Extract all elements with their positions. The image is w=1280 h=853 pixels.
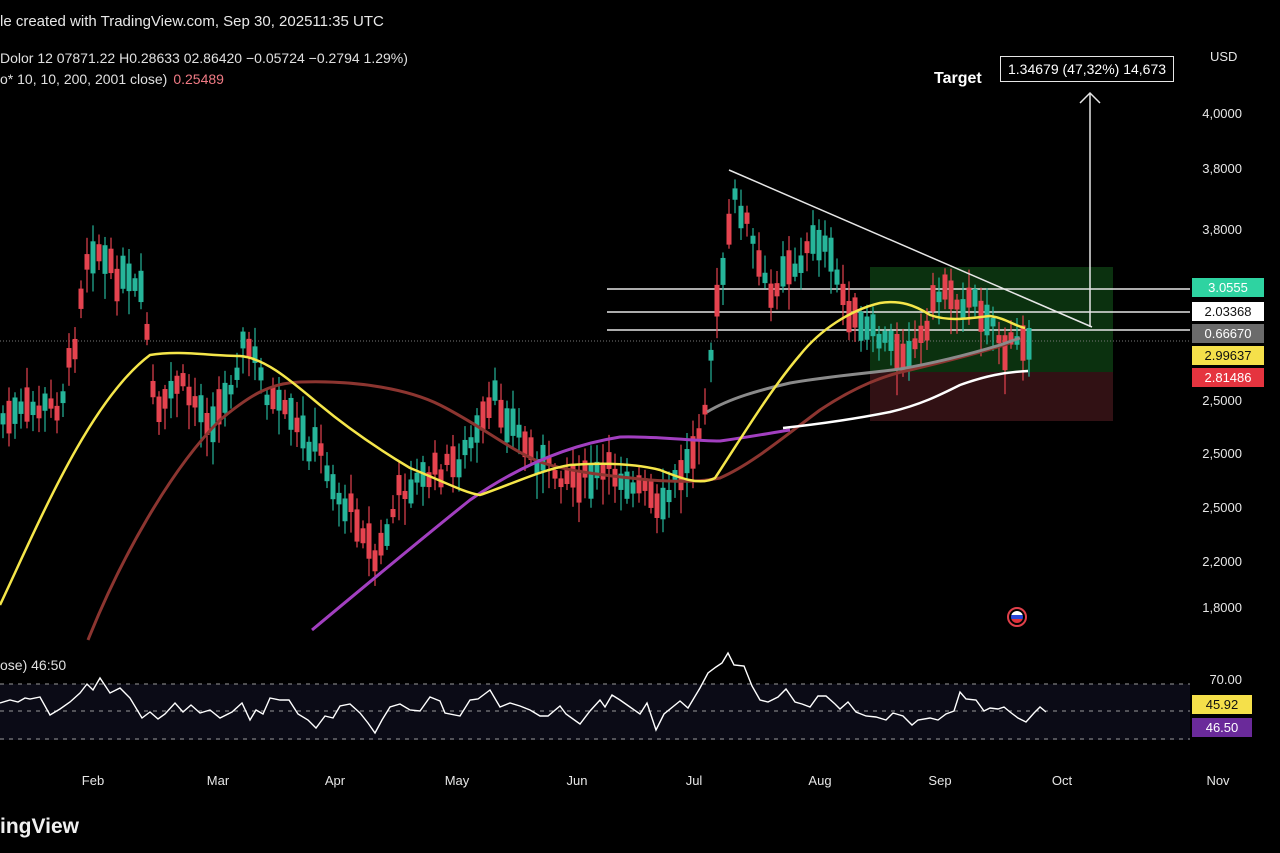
tradingview-logo: ingView — [0, 815, 79, 838]
y-axis-label: 2,5000 — [1202, 500, 1242, 515]
x-axis-label: Feb — [81, 773, 105, 788]
x-axis-label: Aug — [808, 773, 832, 788]
chart-title: le created with TradingView.com, Sep 30,… — [0, 13, 384, 30]
rsi-band — [0, 684, 1190, 740]
x-axis-label: Mar — [206, 773, 230, 788]
price-tag-level-3: 0.66670 — [1192, 324, 1264, 343]
x-axis-label: Nov — [1206, 773, 1230, 788]
price-tag-level-1: 3.0555 — [1192, 278, 1264, 297]
target-arrow-head — [1079, 91, 1101, 104]
y-axis-label: 4,0000 — [1202, 106, 1242, 121]
ohlc-legend: Dolor 12 07871.22 H0.28633 02.86420 −0.0… — [0, 50, 408, 66]
price-tag-ma-yellow: 2.99637 — [1192, 346, 1264, 365]
target-label: Target — [934, 70, 982, 87]
rsi-line — [0, 651, 1047, 735]
price-tag-level-2: 2.03368 — [1192, 302, 1264, 321]
rsi-legend: ose) 46:50 — [0, 657, 67, 673]
y-axis-label: 3,8000 — [1202, 161, 1242, 176]
rsi-level-70: 70.00 — [1209, 672, 1242, 687]
x-axis-label: Apr — [324, 773, 346, 788]
ma-white — [782, 369, 1029, 430]
stop-zone[interactable] — [870, 372, 1113, 421]
y-axis-label: 2,2000 — [1202, 554, 1242, 569]
ma-value: 0.25489 — [173, 71, 224, 87]
y-axis-label: 2,5000 — [1202, 393, 1242, 408]
ma-purple — [311, 428, 791, 632]
x-axis-label: Jun — [566, 773, 588, 788]
rsi-tag-yellow: 45.92 — [1192, 695, 1252, 714]
target-box[interactable]: 1.34679 (47,32%) 14,673 — [1000, 56, 1175, 82]
ma-gray — [706, 336, 1021, 414]
rsi-tag-purple: 46.50 — [1192, 718, 1252, 737]
x-axis-label: May — [444, 773, 470, 788]
country-flag-icon[interactable] — [1007, 607, 1027, 627]
y-axis-label: 3,8000 — [1202, 222, 1242, 237]
currency-label: USD — [1210, 49, 1238, 64]
ma-params: o* 10, 10, 200, 2001 close) — [0, 71, 168, 87]
y-axis-label: 1,8000 — [1202, 600, 1242, 615]
x-axis-label: Oct — [1051, 773, 1073, 788]
candlesticks — [0, 179, 1032, 586]
y-axis-label: 2,5000 — [1202, 446, 1242, 461]
price-tag-current: 2.81486 — [1192, 368, 1264, 387]
ma-brown — [86, 341, 1011, 641]
ma-yellow — [0, 300, 1026, 606]
x-axis-label: Jul — [685, 773, 703, 788]
ma-legend: o* 10, 10, 200, 2001 close) 0.25489 — [0, 71, 224, 87]
trendline[interactable] — [728, 169, 1093, 328]
x-axis-label: Sep — [928, 773, 952, 788]
